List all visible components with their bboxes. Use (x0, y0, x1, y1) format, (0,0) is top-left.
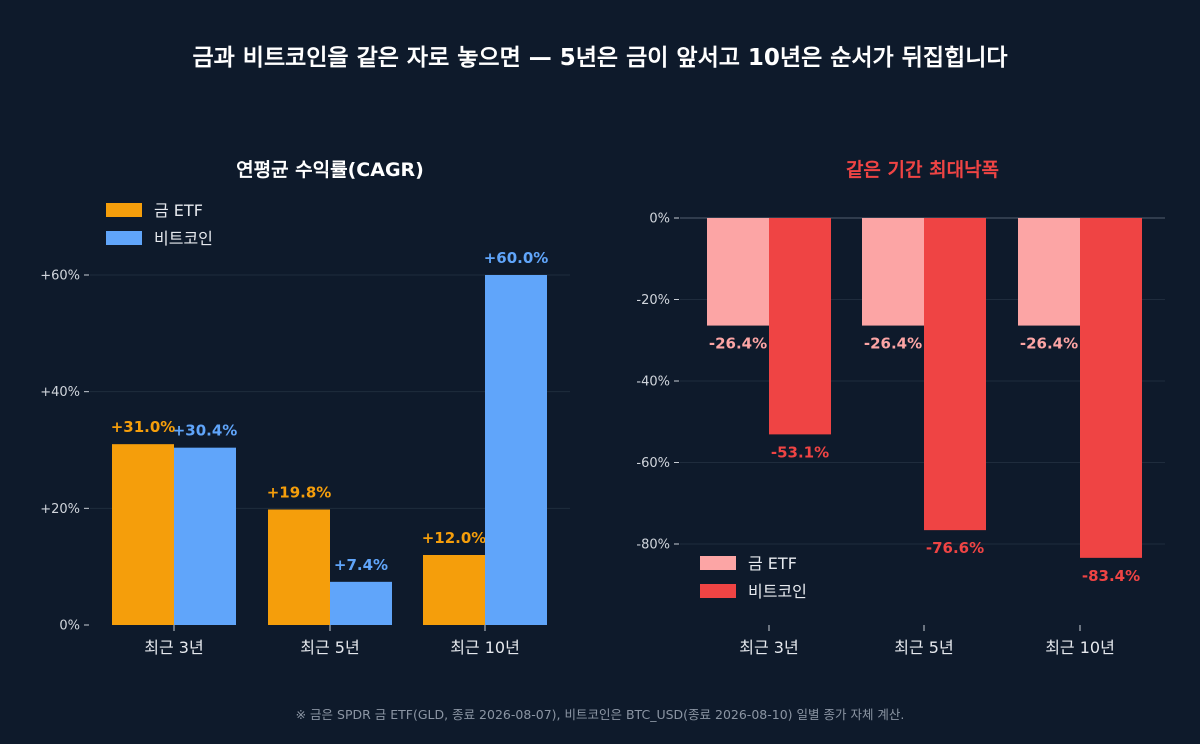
panel2-data-label: -83.4% (1082, 567, 1140, 585)
panel2-ytick-label: -60% (636, 456, 670, 471)
panel1-category-label: 최근 5년 (300, 638, 359, 657)
panel2-data-label: -53.1% (771, 443, 829, 461)
panel2-bar-bitcoin (924, 218, 986, 531)
panel1-title: 연평균 수익률(CAGR) (236, 159, 424, 181)
panel1-legend-swatch (106, 231, 142, 245)
panel2-data-label: -76.6% (926, 539, 984, 557)
panel1-bar-gold (268, 509, 330, 625)
panel1-bar-gold (423, 555, 485, 625)
panel2-ytick-label: 0% (649, 212, 670, 227)
panel2-bar-bitcoin (769, 218, 831, 435)
panel1-category-label: 최근 3년 (144, 638, 203, 657)
main-title: 금과 비트코인을 같은 자로 놓으면 — 5년은 금이 앞서고 10년은 순서가… (192, 45, 1008, 71)
panel2-legend-swatch (700, 556, 736, 570)
panel2-bar-gold (1018, 218, 1080, 326)
panel1-data-label: +31.0% (111, 418, 176, 436)
panel1-ytick-label: 0% (59, 619, 80, 634)
panel2-bar-gold (862, 218, 924, 326)
panel2-ytick-label: -40% (636, 375, 670, 390)
panel2-category-label: 최근 3년 (739, 638, 798, 657)
panel1-ytick-label: +60% (40, 269, 80, 284)
panel2-ytick-label: -80% (636, 538, 670, 553)
panel1-bar-bitcoin (485, 275, 547, 625)
panel2-legend-label: 비트코인 (748, 582, 807, 601)
panel2-legend-label: 금 ETF (748, 554, 797, 573)
panel1-legend-swatch (106, 203, 142, 217)
panel1-category-label: 최근 10년 (450, 638, 520, 657)
panel2-legend-swatch (700, 584, 736, 598)
panel2-category-label: 최근 5년 (894, 638, 953, 657)
footnote: ※ 금은 SPDR 금 ETF(GLD, 종료 2026-08-07), 비트코… (295, 707, 905, 722)
panel1-bar-bitcoin (174, 447, 236, 625)
panel1-data-label: +12.0% (422, 529, 487, 547)
panel2-data-label: -26.4% (1020, 335, 1078, 353)
panel1-legend-label: 비트코인 (154, 229, 213, 248)
panel2-title: 같은 기간 최대낙폭 (846, 159, 999, 181)
panel2-category-label: 최근 10년 (1045, 638, 1115, 657)
panel1-data-label: +19.8% (267, 484, 332, 502)
panel1-data-label: +30.4% (173, 422, 238, 440)
panel1-legend-label: 금 ETF (154, 201, 203, 220)
panel2-data-label: -26.4% (864, 335, 922, 353)
panel1-data-label: +7.4% (334, 556, 388, 574)
panel2-ytick-label: -20% (636, 293, 670, 308)
panel2-bar-bitcoin (1080, 218, 1142, 558)
panel1-bar-gold (112, 444, 174, 625)
panel2-data-label: -26.4% (709, 335, 767, 353)
panel1-ytick-label: +40% (40, 385, 80, 400)
panel2-bar-gold (707, 218, 769, 326)
panel1-ytick-label: +20% (40, 502, 80, 517)
panel1-data-label: +60.0% (484, 249, 549, 267)
panel1-bar-bitcoin (330, 581, 392, 625)
